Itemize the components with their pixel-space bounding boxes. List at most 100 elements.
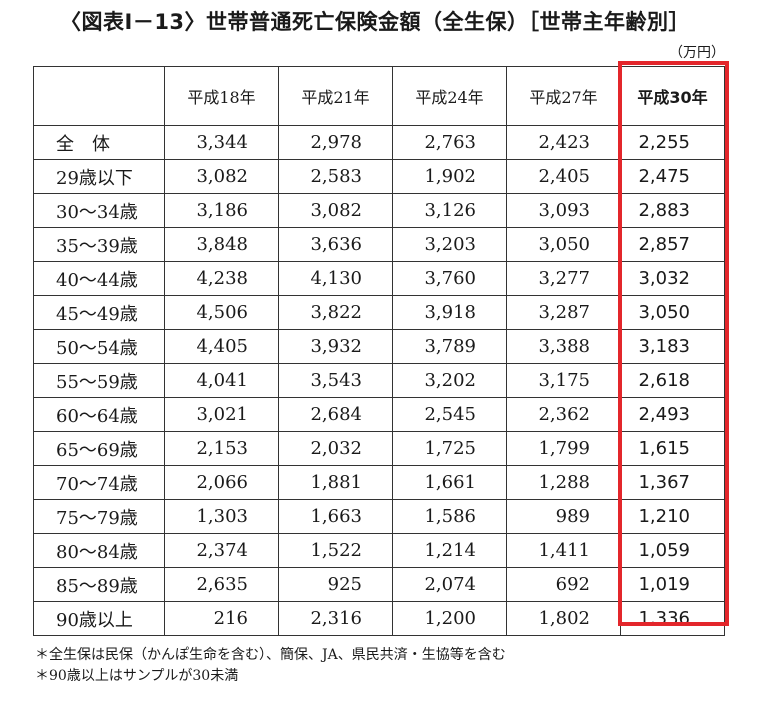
table-row: 60～64歳 3,021 2,684 2,545 2,362 2,493	[33, 397, 725, 432]
value-cell: 1,586	[392, 499, 507, 534]
value-cell: 1,214	[392, 533, 507, 568]
value-cell: 2,635	[164, 567, 279, 602]
value-cell: 3,918	[392, 295, 507, 330]
value-cell: 925	[278, 567, 393, 602]
value-cell: 2,405	[506, 159, 621, 194]
value-cell: 2,066	[164, 465, 279, 500]
value-cell: 3,344	[164, 125, 279, 160]
value-cell-highlighted: 1,615	[620, 431, 725, 466]
value-cell-highlighted: 2,618	[620, 363, 725, 398]
value-cell: 1,663	[278, 499, 393, 534]
row-label: 45～49歳	[33, 295, 165, 330]
column-header: 平成27年	[506, 66, 621, 126]
table-row: 55～59歳 4,041 3,543 3,202 3,175 2,618	[33, 363, 725, 398]
value-cell-highlighted: 3,183	[620, 329, 725, 364]
value-cell-highlighted: 1,019	[620, 567, 725, 602]
row-label: 60～64歳	[33, 397, 165, 432]
value-cell: 1,522	[278, 533, 393, 568]
table-row: 70～74歳 2,066 1,881 1,661 1,288 1,367	[33, 465, 725, 500]
row-label: 90歳以上	[33, 601, 165, 636]
table-row: 30～34歳 3,186 3,082 3,126 3,093 2,883	[33, 193, 725, 228]
row-label: 35～39歳	[33, 227, 165, 262]
value-cell: 3,848	[164, 227, 279, 262]
value-cell: 3,789	[392, 329, 507, 364]
table-row: 50～54歳 4,405 3,932 3,789 3,388 3,183	[33, 329, 725, 364]
table-row: 85～89歳 2,635 925 2,074 692 1,019	[33, 567, 725, 602]
value-cell: 2,684	[278, 397, 393, 432]
value-cell: 692	[506, 567, 621, 602]
table-body: 全 体 3,344 2,978 2,763 2,423 2,255 29歳以下 3,082 2,…	[33, 125, 725, 636]
value-cell: 2,978	[278, 125, 393, 160]
value-cell: 3,082	[278, 193, 393, 228]
value-cell: 3,277	[506, 261, 621, 296]
value-cell: 3,021	[164, 397, 279, 432]
value-cell: 989	[506, 499, 621, 534]
value-cell: 3,093	[506, 193, 621, 228]
row-label: 65～69歳	[33, 431, 165, 466]
row-label: 30～34歳	[33, 193, 165, 228]
value-cell-highlighted: 2,475	[620, 159, 725, 194]
value-cell: 3,287	[506, 295, 621, 330]
value-cell: 4,130	[278, 261, 393, 296]
table-row: 90歳以上 216 2,316 1,200 1,802 1,336	[33, 601, 725, 636]
column-header: 平成18年	[164, 66, 279, 126]
value-cell: 3,175	[506, 363, 621, 398]
value-cell-highlighted: 3,050	[620, 295, 725, 330]
row-label: 85～89歳	[33, 567, 165, 602]
value-cell: 1,411	[506, 533, 621, 568]
value-cell-highlighted: 1,367	[620, 465, 725, 500]
value-cell: 1,661	[392, 465, 507, 500]
page-title: 〈図表Ⅰ－13〉世帯普通死亡保険金額（全生保）［世帯主年齢別］	[60, 10, 691, 34]
table-row: 全 体 3,344 2,978 2,763 2,423 2,255	[33, 125, 725, 160]
value-cell: 1,802	[506, 601, 621, 636]
value-cell: 2,374	[164, 533, 279, 568]
value-cell: 2,316	[278, 601, 393, 636]
value-cell: 4,506	[164, 295, 279, 330]
value-cell-highlighted: 1,336	[620, 601, 725, 636]
value-cell: 216	[164, 601, 279, 636]
value-cell: 3,932	[278, 329, 393, 364]
footnotes: ＊全生保は民保（かんぽ生命を含む）、簡保、JA、県民共済・生協等を含む ＊90歳…	[35, 645, 506, 687]
value-cell: 4,041	[164, 363, 279, 398]
value-cell: 3,050	[506, 227, 621, 262]
value-cell: 1,200	[392, 601, 507, 636]
value-cell: 2,074	[392, 567, 507, 602]
column-header: 平成24年	[392, 66, 507, 126]
column-header: 平成21年	[278, 66, 393, 126]
table-row: 35～39歳 3,848 3,636 3,203 3,050 2,857	[33, 227, 725, 262]
row-label: 29歳以下	[33, 159, 165, 194]
value-cell: 2,362	[506, 397, 621, 432]
value-cell-highlighted: 1,059	[620, 533, 725, 568]
table-row: 29歳以下 3,082 2,583 1,902 2,405 2,475	[33, 159, 725, 194]
value-cell: 1,881	[278, 465, 393, 500]
value-cell: 2,153	[164, 431, 279, 466]
value-cell: 3,202	[392, 363, 507, 398]
corner-cell	[33, 66, 165, 126]
value-cell: 2,032	[278, 431, 393, 466]
value-cell: 1,725	[392, 431, 507, 466]
table-row: 80～84歳 2,374 1,522 1,214 1,411 1,059	[33, 533, 725, 568]
value-cell: 3,543	[278, 363, 393, 398]
row-label: 全 体	[33, 125, 165, 160]
value-cell-highlighted: 1,210	[620, 499, 725, 534]
table-header-row: 平成18年 平成21年 平成24年 平成27年 平成30年	[33, 66, 725, 126]
value-cell: 1,902	[392, 159, 507, 194]
value-cell: 2,423	[506, 125, 621, 160]
value-cell: 1,799	[506, 431, 621, 466]
value-cell: 2,583	[278, 159, 393, 194]
value-cell-highlighted: 2,857	[620, 227, 725, 262]
value-cell: 2,545	[392, 397, 507, 432]
value-cell: 3,082	[164, 159, 279, 194]
table-row: 75～79歳 1,303 1,663 1,586 989 1,210	[33, 499, 725, 534]
value-cell-highlighted: 2,255	[620, 125, 725, 160]
table-row: 40～44歳 4,238 4,130 3,760 3,277 3,032	[33, 261, 725, 296]
value-cell: 4,405	[164, 329, 279, 364]
table-row: 45～49歳 4,506 3,822 3,918 3,287 3,050	[33, 295, 725, 330]
row-label: 75～79歳	[33, 499, 165, 534]
row-label: 40～44歳	[33, 261, 165, 296]
value-cell: 3,760	[392, 261, 507, 296]
value-cell: 3,388	[506, 329, 621, 364]
value-cell: 3,186	[164, 193, 279, 228]
footnote: ＊90歳以上はサンプルが30未満	[35, 668, 239, 684]
row-label: 80～84歳	[33, 533, 165, 568]
